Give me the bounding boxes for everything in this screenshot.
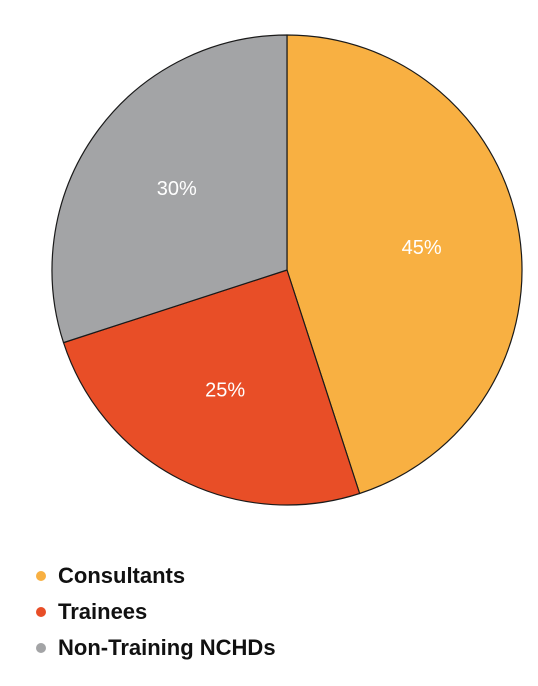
pie-slice-consultants — [286, 34, 523, 495]
pie-slice-trainees — [62, 269, 361, 506]
legend-label-trainees: Trainees — [58, 599, 148, 624]
pie-chart-svg: 45% 25% 30% — [51, 34, 523, 506]
pie-slices — [51, 34, 523, 506]
legend-item-consultants: Consultants — [36, 558, 276, 594]
pie-slice-label-trainees: 25% — [205, 380, 245, 402]
legend-label-consultants: Consultants — [58, 563, 186, 588]
legend-label-non-training-nchds: Non-Training NCHDs — [58, 635, 276, 660]
legend-swatch-non-training-nchds — [36, 643, 46, 653]
legend-swatch-consultants — [36, 571, 46, 581]
pie-slice-label-non-training-nchds: 30% — [157, 178, 197, 200]
pie-slice-non-training-nchds — [51, 34, 288, 344]
pie-slice-labels: 45% 25% 30% — [157, 178, 442, 402]
legend-swatch-trainees — [36, 607, 46, 617]
pie-chart: 45% 25% 30% — [51, 34, 523, 506]
pie-slice-label-consultants: 45% — [402, 237, 442, 259]
legend-item-non-training-nchds: Non-Training NCHDs — [36, 630, 276, 666]
legend-item-trainees: Trainees — [36, 594, 276, 630]
legend: Consultants Trainees Non-Training NCHDs — [36, 558, 276, 666]
